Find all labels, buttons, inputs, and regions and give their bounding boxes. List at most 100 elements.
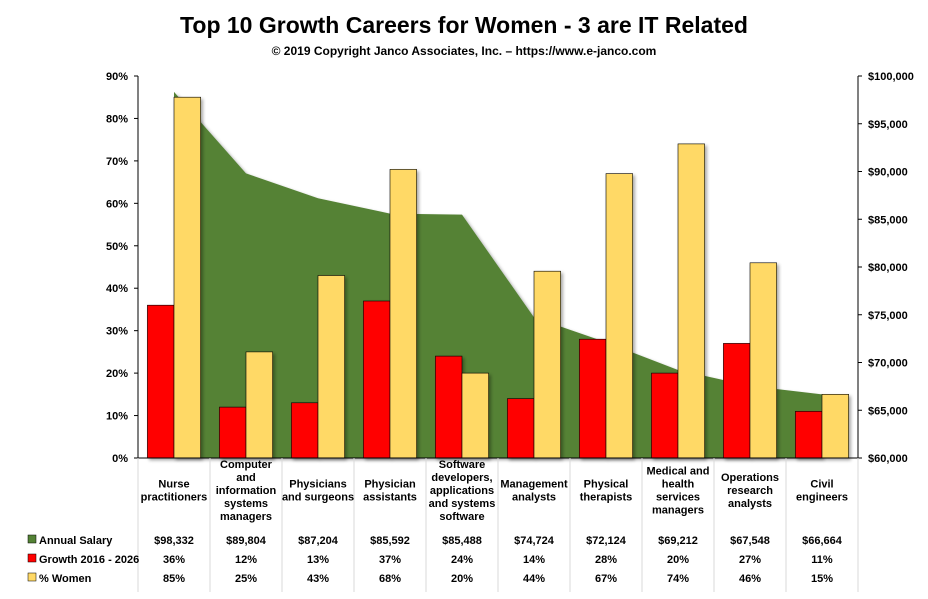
category-label: Management [500,479,568,491]
data-table-value: 15% [811,573,833,585]
category-label: Civil [810,479,833,491]
data-table-value: 11% [811,554,833,566]
category-label: Physicians [289,479,346,491]
category-label: software [439,511,484,523]
women-bar [605,173,633,459]
data-table-value: 37% [379,554,401,566]
growth-bar [147,304,175,459]
data-table-value: 43% [307,573,329,585]
growth-bar [579,338,607,459]
category-label: Physical [584,479,629,491]
category-label: practitioners [141,492,208,504]
growth-bar [291,402,319,459]
category-label: research [727,485,773,497]
category-label: and systems [429,498,496,510]
growth-bar [363,300,391,459]
category-label: Medical and [647,466,710,478]
category-label: managers [652,505,704,517]
data-table-value: 85% [163,573,185,585]
left-tick-label: 80% [106,113,128,125]
data-table-value: 24% [451,554,473,566]
category-label: services [656,492,700,504]
category-label: therapists [580,492,633,504]
growth-bar [723,343,751,459]
data-table-value: 28% [595,554,617,566]
data-table-value: $85,488 [442,535,482,547]
data-table-value: 74% [667,573,689,585]
women-bar [821,393,849,459]
right-tick-label: $95,000 [868,119,908,131]
data-table-value: 68% [379,573,401,585]
category-label: health [662,479,695,491]
right-tick-label: $85,000 [868,214,908,226]
data-table-value: 46% [739,573,761,585]
category-label: systems [224,498,268,510]
left-tick-label: 60% [106,198,128,210]
legend-key [27,572,37,582]
data-table-value: 44% [523,573,545,585]
data-table-value: $85,592 [370,535,410,547]
right-tick-label: $60,000 [868,453,908,465]
legend-label: Growth 2016 - 2026 [39,554,139,566]
data-table-value: 67% [595,573,617,585]
right-tick-label: $65,000 [868,405,908,417]
women-bar [173,96,201,459]
category-label: Nurse [158,479,189,491]
women-bar [749,262,777,459]
category-label: information [216,485,277,497]
category-label: Computer [220,459,273,471]
category-label: applications [430,485,494,497]
data-table-value: $67,548 [730,535,770,547]
category-label: managers [220,511,272,523]
category-label: and [236,472,256,484]
left-tick-label: 20% [106,368,128,380]
right-tick-label: $80,000 [868,262,908,274]
women-bar [533,270,561,459]
left-tick-label: 50% [106,241,128,253]
data-table-value: $69,212 [658,535,698,547]
chart-title: Top 10 Growth Careers for Women - 3 are … [180,12,748,38]
growth-bar [651,372,679,459]
category-label: developers, [431,472,492,484]
left-tick-label: 90% [106,71,128,83]
growth-bar [435,355,463,459]
legend-label: % Women [39,573,92,585]
legend-key [27,553,37,563]
women-bar [245,351,273,459]
data-table-value: $98,332 [154,535,194,547]
legend-key [27,534,37,544]
right-tick-label: $70,000 [868,358,908,370]
data-table-value: $72,124 [586,535,627,547]
women-bar [677,143,705,459]
data-table-value: 25% [235,573,257,585]
right-tick-label: $90,000 [868,167,908,179]
left-tick-label: 0% [112,453,128,465]
chart-subtitle: © 2019 Copyright Janco Associates, Inc. … [271,44,657,58]
data-table-value: 12% [235,554,257,566]
women-bar [389,169,417,459]
category-label: Physician [364,479,416,491]
data-table-value: 14% [523,554,545,566]
data-table-value: $87,204 [298,535,339,547]
data-table-value: 36% [163,554,185,566]
data-table-value: 13% [307,554,329,566]
right-tick-label: $75,000 [868,310,908,322]
women-bar [317,275,345,459]
growth-bar [219,406,247,459]
right-tick-label: $100,000 [868,71,914,83]
data-table-value: 20% [667,554,689,566]
left-tick-label: 40% [106,283,128,295]
left-tick-label: 70% [106,156,128,168]
women-bar [461,372,489,459]
category-label: assistants [363,492,417,504]
data-table-value: 27% [739,554,761,566]
data-table-value: $74,724 [514,535,555,547]
category-label: analysts [512,492,556,504]
data-table-value: $66,664 [802,535,843,547]
category-label: engineers [796,492,848,504]
growth-bar [795,410,823,459]
legend-label: Annual Salary [39,535,113,547]
data-table-value: $89,804 [226,535,267,547]
category-label: Operations [721,472,779,484]
